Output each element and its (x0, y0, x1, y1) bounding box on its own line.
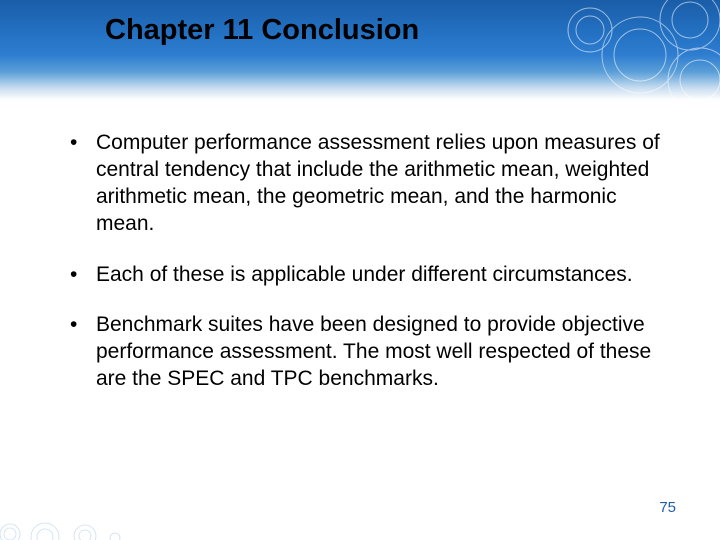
bullet-text: Computer performance assessment relies u… (96, 130, 660, 238)
content-area: • Computer performance assessment relies… (68, 130, 660, 417)
bullet-text: Each of these is applicable under differ… (96, 262, 660, 289)
bullet-item: • Benchmark suites have been designed to… (68, 312, 660, 393)
header-decoration (550, 0, 720, 100)
slide-title: Chapter 11 Conclusion (105, 14, 419, 47)
bullet-dot: • (68, 262, 96, 289)
footer-decoration (0, 512, 130, 540)
page-number: 75 (659, 499, 676, 516)
bullet-text: Benchmark suites have been designed to p… (96, 312, 660, 393)
bullet-item: • Each of these is applicable under diff… (68, 262, 660, 289)
bullet-dot: • (68, 312, 96, 393)
bullet-item: • Computer performance assessment relies… (68, 130, 660, 238)
bullet-dot: • (68, 130, 96, 238)
